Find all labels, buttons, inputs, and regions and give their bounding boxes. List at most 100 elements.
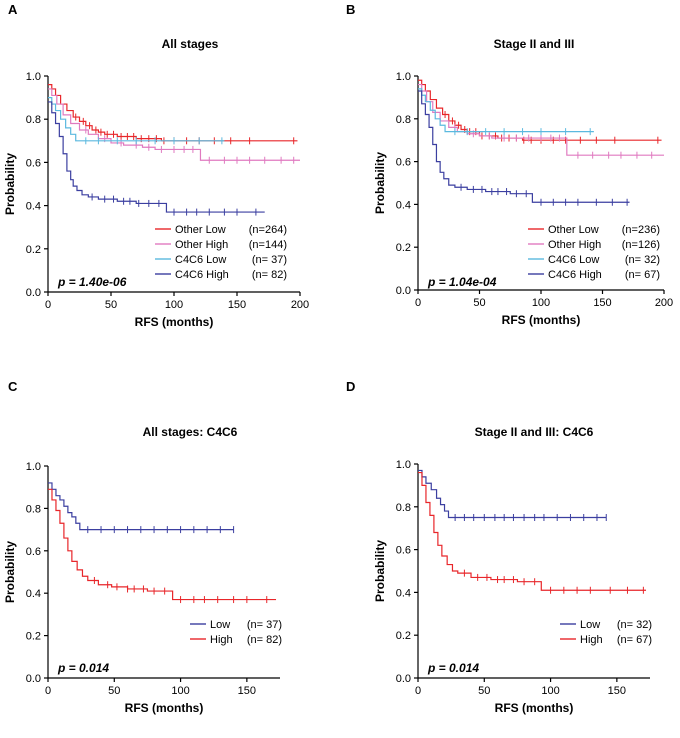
legend-n: (n= 82) — [252, 269, 287, 281]
x-tick-label: 100 — [532, 297, 550, 309]
y-tick-label: 0.0 — [396, 673, 411, 685]
x-tick-label: 0 — [415, 297, 421, 309]
y-tick-label: 0.2 — [396, 630, 411, 642]
panel-letter: B — [346, 2, 355, 17]
y-tick-label: 0.6 — [396, 157, 411, 169]
y-tick-label: 0.4 — [396, 587, 411, 599]
x-tick-label: 150 — [238, 685, 256, 697]
km-curve-1 — [418, 471, 647, 591]
legend-n: (n= 37) — [252, 254, 287, 266]
legend-n: (n= 37) — [247, 619, 282, 631]
y-tick-label: 0.0 — [26, 287, 41, 299]
x-axis-label: RFS (months) — [125, 701, 204, 715]
y-tick-label: 1.0 — [26, 71, 41, 83]
y-axis-label: Probability — [3, 541, 17, 603]
legend-name: Other Low — [175, 224, 226, 236]
x-tick-label: 200 — [291, 299, 309, 311]
y-tick-label: 1.0 — [396, 459, 411, 471]
p-value: p = 0.014 — [427, 661, 479, 675]
km-panel-b: B Stage II and III 0 50 100 150 200 0.0 0.2 0.4 0.… — [346, 2, 673, 327]
y-tick-label: 0.4 — [26, 201, 41, 213]
y-tick-label: 0.8 — [396, 502, 411, 514]
legend-name: Low — [580, 619, 600, 631]
chart-title: Stage II and III: C4C6 — [475, 425, 594, 439]
y-tick-label: 0.8 — [396, 114, 411, 126]
panel-letter: D — [346, 379, 355, 394]
x-tick-label: 50 — [108, 685, 120, 697]
legend-n: (n=144) — [249, 239, 287, 251]
y-tick-label: 0.2 — [26, 244, 41, 256]
legend-name: C4C6 Low — [175, 254, 226, 266]
y-tick-label: 0.8 — [26, 503, 41, 515]
y-tick-label: 0.6 — [26, 157, 41, 169]
p-value: p = 1.40e-06 — [57, 275, 127, 289]
km-curve-3 — [418, 90, 630, 203]
legend-name: Low — [210, 619, 230, 631]
legend-name: Other High — [548, 239, 601, 251]
km-curve-0 — [48, 84, 298, 142]
legend-name: Other Low — [548, 224, 599, 236]
y-tick-label: 0.2 — [396, 242, 411, 254]
y-axis-label: Probability — [373, 540, 387, 602]
legend-name: C4C6 High — [175, 269, 229, 281]
x-tick-label: 50 — [478, 685, 490, 697]
x-tick-label: 50 — [473, 297, 485, 309]
legend-name: C4C6 High — [548, 269, 602, 281]
chart-title: Stage II and III — [494, 37, 575, 51]
legend-name: High — [580, 634, 603, 646]
legend-n: (n= 32) — [617, 619, 652, 631]
x-tick-label: 150 — [608, 685, 626, 697]
x-tick-label: 0 — [415, 685, 421, 697]
legend-n: (n=264) — [249, 224, 287, 236]
legend-name: C4C6 Low — [548, 254, 599, 266]
x-tick-label: 150 — [228, 299, 246, 311]
chart-title: All stages: C4C6 — [143, 425, 238, 439]
x-axis-label: RFS (months) — [502, 313, 581, 327]
km-panel-a: A All stages 0 50 100 150 200 0.0 0.2 0.4 0.6 0.8 1.… — [3, 2, 309, 329]
x-tick-label: 100 — [165, 299, 183, 311]
legend-n: (n=126) — [622, 239, 660, 251]
legend-n: (n= 82) — [247, 634, 282, 646]
y-tick-label: 0.0 — [26, 673, 41, 685]
panel-letter: A — [8, 2, 18, 17]
x-tick-label: 50 — [105, 299, 117, 311]
km-curve-0 — [48, 482, 234, 531]
y-tick-label: 0.6 — [26, 546, 41, 558]
y-axis-label: Probability — [3, 153, 17, 215]
km-curve-2 — [48, 97, 225, 142]
km-panel-d: D Stage II and III: C4C6 0 50 100 150 0.0 0.2 0.… — [346, 379, 652, 715]
p-value: p = 1.04e-04 — [427, 275, 497, 289]
x-tick-label: 0 — [45, 685, 51, 697]
legend-n: (n= 67) — [625, 269, 660, 281]
x-tick-label: 150 — [593, 297, 611, 309]
y-tick-label: 0.8 — [26, 114, 41, 126]
legend-n: (n=236) — [622, 224, 660, 236]
legend-name: Other High — [175, 239, 228, 251]
x-axis-label: RFS (months) — [135, 315, 214, 329]
y-axis-label: Probability — [373, 152, 387, 214]
km-curve-1 — [418, 83, 664, 156]
x-tick-label: 100 — [171, 685, 189, 697]
km-curve-1 — [48, 488, 277, 601]
km-curve-2 — [418, 88, 594, 133]
km-curve-1 — [48, 88, 300, 161]
y-tick-label: 0.4 — [396, 199, 411, 211]
chart-title: All stages — [162, 37, 219, 51]
legend-n: (n= 32) — [625, 254, 660, 266]
legend-name: High — [210, 634, 233, 646]
km-panel-c: C All stages: C4C6 0 50 100 150 0.0 0.2 0.4 0.6 0.… — [3, 379, 282, 715]
y-tick-label: 1.0 — [26, 461, 41, 473]
x-axis-label: RFS (months) — [495, 701, 574, 715]
legend-n: (n= 67) — [617, 634, 652, 646]
p-value: p = 0.014 — [57, 661, 109, 675]
y-tick-label: 0.2 — [26, 631, 41, 643]
y-tick-label: 0.6 — [396, 545, 411, 557]
y-tick-label: 0.0 — [396, 285, 411, 297]
x-tick-label: 100 — [541, 685, 559, 697]
km-curve-3 — [48, 101, 265, 213]
x-tick-label: 0 — [45, 299, 51, 311]
x-tick-label: 200 — [655, 297, 673, 309]
y-tick-label: 1.0 — [396, 71, 411, 83]
panel-letter: C — [8, 379, 18, 394]
